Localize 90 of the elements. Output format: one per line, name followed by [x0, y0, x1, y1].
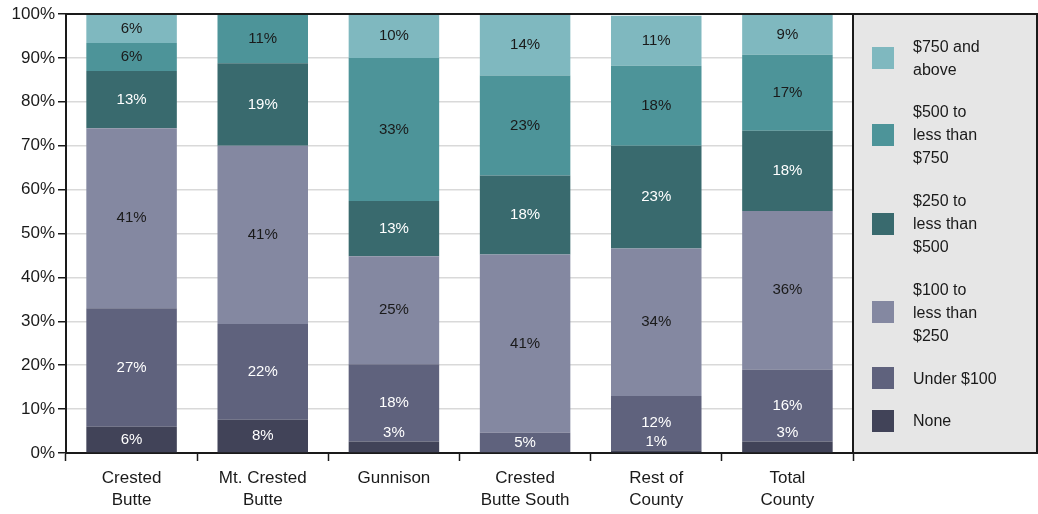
- data-label: 6%: [120, 429, 143, 447]
- y-tick-label: 40%: [20, 267, 55, 287]
- x-tick-label: Crested Butte South: [480, 467, 570, 509]
- bar: [86, 308, 177, 427]
- y-tick-label: 0%: [30, 442, 55, 462]
- bar: [479, 432, 571, 453]
- y-tick-label: 60%: [20, 179, 55, 199]
- data-label: 18%: [510, 205, 541, 223]
- data-label: 5%: [514, 432, 536, 450]
- y-tick-label: 20%: [20, 354, 55, 374]
- data-label: 36%: [772, 280, 803, 298]
- bar: [742, 54, 833, 131]
- bar: [348, 14, 440, 58]
- bar: [611, 15, 702, 66]
- bar: [348, 441, 440, 453]
- data-label: 23%: [510, 115, 541, 133]
- data-label: 27%: [116, 357, 147, 375]
- data-label: 12%: [641, 413, 672, 431]
- data-label: 41%: [116, 208, 147, 226]
- x-tick-label: Crested Butte: [101, 467, 162, 509]
- data-label: 10%: [378, 26, 409, 44]
- y-tick-label: 100%: [11, 3, 55, 23]
- bar: [479, 175, 571, 255]
- data-label: 14%: [510, 34, 541, 52]
- bar: [86, 14, 177, 43]
- legend-label: $500 to less than $750: [913, 102, 979, 169]
- y-tick-label: 80%: [20, 91, 55, 111]
- x-tick-label: Rest of County: [629, 467, 684, 509]
- x-tick-label: Gunnison: [357, 467, 431, 487]
- y-tick-label: 90%: [20, 47, 55, 67]
- data-label: 3%: [383, 422, 405, 440]
- bar: [479, 14, 571, 76]
- bar: [217, 323, 308, 420]
- data-label: 19%: [247, 94, 278, 112]
- x-tick-label: Total County: [760, 467, 815, 509]
- data-label: 1%: [645, 431, 668, 449]
- legend-label: None: [913, 411, 953, 432]
- bar: [742, 14, 833, 55]
- bar: [217, 14, 308, 64]
- bar: [611, 145, 702, 249]
- x-tick-label: Mt. Crested Butte: [218, 467, 307, 509]
- data-label: 8%: [251, 426, 274, 444]
- bar: [742, 211, 833, 370]
- bar: [348, 364, 440, 442]
- data-label: 18%: [641, 95, 672, 113]
- data-label: 3%: [776, 422, 799, 440]
- bar: [611, 395, 702, 451]
- bar: [742, 130, 833, 212]
- data-label: 25%: [378, 300, 409, 318]
- bar: [611, 65, 702, 146]
- y-tick-label: 10%: [20, 398, 55, 418]
- data-label: 41%: [247, 224, 278, 242]
- y-tick-label: 30%: [20, 310, 55, 330]
- data-label: 13%: [116, 89, 147, 107]
- bar: [742, 369, 833, 442]
- bar: [217, 419, 308, 453]
- data-label: 6%: [120, 47, 143, 65]
- data-label: 9%: [776, 24, 799, 42]
- data-label: 34%: [641, 312, 672, 330]
- bar: [742, 441, 833, 453]
- data-label: 18%: [378, 393, 409, 411]
- data-label: 18%: [772, 161, 803, 179]
- bar: [86, 128, 177, 309]
- bar: [86, 426, 177, 453]
- y-tick-label: 50%: [20, 223, 55, 243]
- data-label: 11%: [248, 28, 278, 46]
- data-label: 11%: [641, 30, 671, 48]
- data-label: 6%: [120, 19, 143, 37]
- bar: [611, 248, 702, 396]
- data-label: 17%: [772, 82, 803, 100]
- legend-label: $750 and above: [913, 36, 981, 80]
- data-label: 16%: [772, 395, 803, 413]
- y-tick-label: 70%: [20, 135, 55, 155]
- bar: [86, 71, 177, 129]
- bar: [217, 63, 308, 146]
- data-label: 13%: [378, 218, 409, 236]
- bar: [479, 254, 571, 433]
- data-label: 41%: [510, 333, 541, 351]
- bar: [348, 201, 440, 257]
- legend-label: $250 to less than $500: [913, 191, 979, 258]
- data-label: 22%: [247, 361, 278, 379]
- bar: [217, 145, 308, 324]
- data-label: 23%: [641, 187, 672, 205]
- bar: [348, 57, 440, 202]
- bar: [86, 42, 177, 72]
- legend-label: Under $100: [913, 368, 998, 389]
- bar: [348, 256, 440, 365]
- data-label: 33%: [378, 119, 409, 137]
- legend-label: $100 to less than $250: [913, 279, 979, 346]
- bar: [479, 75, 571, 176]
